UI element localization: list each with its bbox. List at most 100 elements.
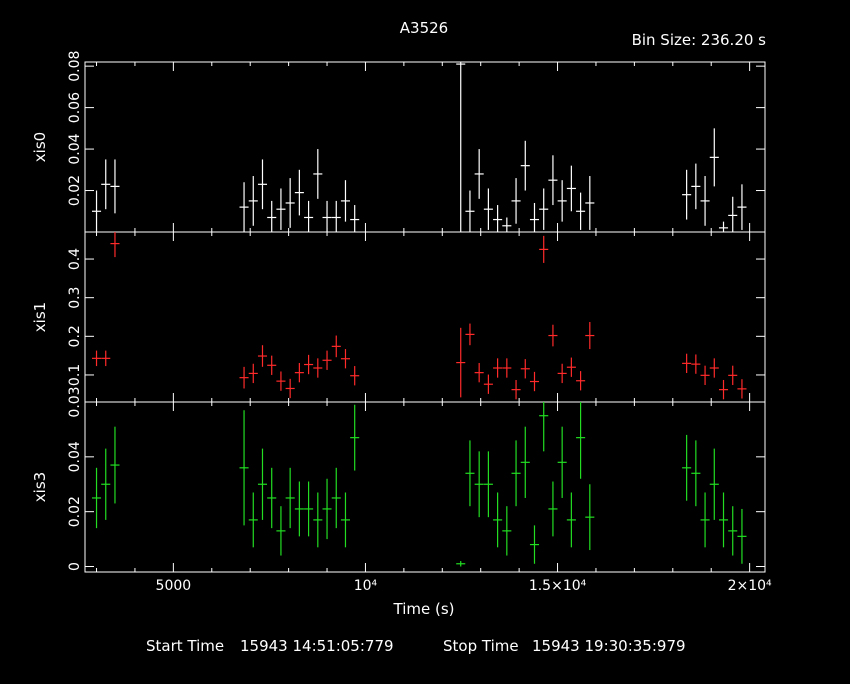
y-tick-label-xis0: 0.06	[67, 92, 83, 123]
data-point-xis0	[709, 128, 719, 187]
data-point-xis0	[101, 159, 111, 210]
data-point-xis3	[557, 426, 567, 498]
data-point-xis1	[691, 354, 701, 374]
data-point-xis0	[350, 205, 360, 232]
data-point-xis1	[474, 362, 484, 383]
y-tick-label-xis1: 0.3	[67, 287, 83, 309]
data-point-xis0	[257, 159, 268, 210]
data-point-xis3	[520, 426, 530, 498]
data-point-xis0	[322, 200, 332, 232]
data-point-xis3	[511, 440, 521, 507]
data-point-xis1	[737, 379, 747, 399]
y-tick-label-xis1: 0.03	[67, 386, 83, 417]
data-point-xis3	[350, 404, 360, 471]
data-point-xis1	[267, 355, 277, 375]
data-point-xis3	[285, 467, 295, 529]
data-point-xis1	[313, 358, 323, 378]
data-point-xis0	[248, 176, 258, 226]
data-point-xis3	[340, 492, 351, 548]
data-point-xis1	[340, 349, 351, 369]
data-point-xis0	[465, 190, 475, 232]
data-point-xis0	[313, 149, 323, 199]
y-tick-label-xis3: 0.02	[67, 496, 83, 527]
data-point-xis1	[483, 374, 493, 394]
y-tick-label-xis3: 0.04	[67, 441, 83, 472]
data-point-xis3	[576, 402, 586, 479]
data-point-xis1	[91, 350, 102, 367]
data-point-xis3	[465, 440, 475, 507]
data-point-xis1	[456, 327, 466, 398]
data-point-xis0	[520, 140, 530, 191]
x-axis-label: Time (s)	[393, 600, 455, 618]
data-point-xis0	[456, 62, 466, 232]
data-point-xis3	[91, 467, 102, 529]
data-point-xis0	[110, 159, 120, 214]
data-point-xis0	[511, 178, 521, 224]
panel-frame-xis3	[84, 401, 766, 573]
data-point-xis0	[691, 163, 701, 210]
data-point-xis0	[267, 200, 277, 232]
data-point-xis0	[585, 176, 595, 230]
data-point-xis0	[285, 178, 295, 228]
chart-title: A3526	[400, 19, 448, 37]
data-point-xis3	[294, 481, 304, 537]
data-point-xis0	[576, 192, 586, 230]
data-point-xis3	[700, 492, 710, 548]
y-axis-label-xis1: xis1	[31, 302, 49, 332]
data-point-xis3	[539, 402, 549, 452]
data-point-xis3	[331, 467, 341, 529]
data-point-xis1	[257, 345, 268, 367]
data-point-xis0	[304, 200, 314, 232]
data-point-xis1	[529, 371, 540, 392]
data-point-xis1	[110, 232, 120, 258]
data-point-xis1	[502, 358, 512, 378]
y-tick-label-xis0: 0.04	[67, 133, 83, 164]
panel-frame-xis0	[84, 61, 766, 233]
data-point-xis3	[709, 448, 719, 520]
y-tick-label-xis0: 0.02	[67, 175, 83, 206]
y-tick-label-xis1: 0.1	[67, 364, 83, 386]
data-point-xis1	[557, 363, 567, 384]
data-point-xis0	[294, 169, 304, 216]
data-point-xis3	[474, 451, 484, 518]
data-point-xis3	[322, 478, 332, 540]
data-point-xis3	[239, 410, 249, 526]
x-tick-label: 2×10⁴	[728, 578, 772, 594]
data-point-xis3	[248, 492, 258, 548]
data-point-xis1	[304, 354, 314, 375]
data-point-xis3	[267, 467, 277, 529]
x-tick-label: 10⁴	[354, 578, 378, 594]
data-point-xis1	[576, 371, 586, 391]
stop-time-value: 15943 19:30:35:979	[532, 637, 686, 655]
data-point-xis1	[493, 358, 503, 378]
data-point-xis1	[709, 358, 719, 378]
data-point-xis3	[257, 448, 268, 520]
data-point-xis1	[276, 371, 286, 391]
data-point-xis1	[331, 335, 341, 358]
panel-frame-xis1	[84, 231, 766, 403]
data-point-xis0	[331, 200, 341, 232]
data-point-xis0	[502, 217, 512, 232]
data-point-xis3	[585, 484, 595, 551]
data-point-xis0	[483, 188, 493, 230]
panel-frames	[84, 61, 766, 573]
data-point-xis1	[101, 350, 111, 367]
data-point-xis0	[700, 176, 710, 226]
data-point-xis0	[566, 165, 576, 212]
data-point-xis3	[529, 525, 540, 564]
data-point-xis3	[737, 508, 747, 564]
x-tick-label: 5000	[156, 578, 192, 594]
data-point-xis3	[493, 492, 503, 548]
y-axis-label-xis0: xis0	[31, 132, 49, 162]
data-point-xis1	[700, 365, 710, 385]
y-tick-label-xis1: 0.2	[67, 325, 83, 347]
bin-size-label: Bin Size: 236.20 s	[632, 31, 767, 49]
data-point-xis3	[502, 506, 512, 556]
y-axis-label-xis3: xis3	[31, 472, 49, 502]
data-point-xis1	[294, 362, 304, 383]
stop-time-label: Stop Time	[443, 637, 519, 655]
data-point-xis3	[682, 434, 692, 501]
data-point-xis0	[682, 169, 692, 220]
